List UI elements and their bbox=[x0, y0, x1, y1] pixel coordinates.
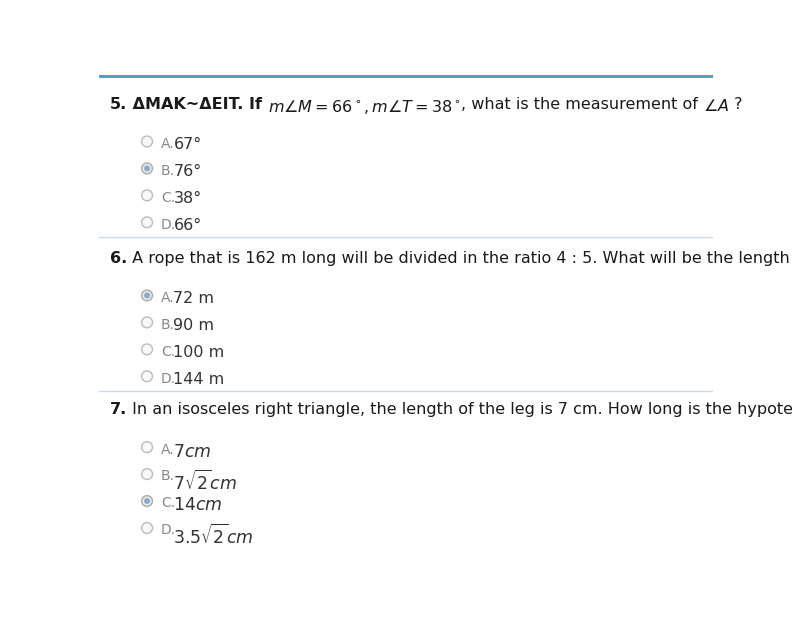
Circle shape bbox=[142, 442, 153, 453]
Text: ?: ? bbox=[729, 97, 743, 112]
Circle shape bbox=[142, 496, 153, 507]
Text: 6.: 6. bbox=[110, 251, 127, 266]
Circle shape bbox=[142, 190, 153, 201]
Text: D.: D. bbox=[161, 218, 176, 232]
Text: $3.5\sqrt{2}\mathit{cm}$: $3.5\sqrt{2}\mathit{cm}$ bbox=[173, 524, 254, 547]
Text: 7.: 7. bbox=[110, 403, 127, 418]
Circle shape bbox=[142, 163, 153, 174]
Circle shape bbox=[142, 290, 153, 301]
Text: D.: D. bbox=[161, 372, 176, 386]
Text: 90 m: 90 m bbox=[173, 318, 215, 333]
Text: A rope that is 162 m long will be divided in the ratio 4 : 5. What will be the l: A rope that is 162 m long will be divide… bbox=[127, 251, 792, 266]
Circle shape bbox=[144, 293, 150, 298]
Text: , what is the measurement of: , what is the measurement of bbox=[461, 97, 703, 112]
Circle shape bbox=[142, 344, 153, 355]
Text: 5.: 5. bbox=[110, 97, 127, 112]
Text: D.: D. bbox=[161, 524, 176, 537]
Text: $7\mathit{cm}$: $7\mathit{cm}$ bbox=[173, 443, 211, 460]
Text: $m\angle M = 66^\circ, m\angle T = 38^\circ$: $m\angle M = 66^\circ, m\angle T = 38^\c… bbox=[268, 98, 461, 115]
Text: 100 m: 100 m bbox=[173, 345, 225, 360]
Text: B.: B. bbox=[161, 318, 175, 332]
Circle shape bbox=[144, 166, 150, 171]
Text: C.: C. bbox=[161, 345, 175, 359]
Circle shape bbox=[142, 523, 153, 534]
Text: 144 m: 144 m bbox=[173, 372, 225, 387]
Text: 76°: 76° bbox=[173, 164, 202, 179]
Text: 66°: 66° bbox=[173, 218, 202, 233]
Circle shape bbox=[144, 498, 150, 504]
Text: ΔMAK~ΔEIT. If: ΔMAK~ΔEIT. If bbox=[127, 97, 268, 112]
Text: B.: B. bbox=[161, 470, 175, 483]
Text: 38°: 38° bbox=[173, 191, 202, 206]
Text: C.: C. bbox=[161, 497, 175, 510]
Text: A.: A. bbox=[161, 443, 174, 456]
Text: C.: C. bbox=[161, 191, 175, 205]
Text: $7\sqrt{2}\mathit{cm}$: $7\sqrt{2}\mathit{cm}$ bbox=[173, 470, 238, 493]
Text: B.: B. bbox=[161, 164, 175, 178]
Text: $14\mathit{cm}$: $14\mathit{cm}$ bbox=[173, 497, 223, 514]
Text: A.: A. bbox=[161, 137, 174, 151]
Circle shape bbox=[142, 469, 153, 480]
Bar bbox=[99, 75, 713, 78]
Circle shape bbox=[142, 317, 153, 328]
Text: 72 m: 72 m bbox=[173, 291, 215, 306]
Text: In an isosceles right triangle, the length of the leg is 7 cm. How long is the h: In an isosceles right triangle, the leng… bbox=[127, 403, 792, 418]
Circle shape bbox=[142, 217, 153, 228]
Text: A.: A. bbox=[161, 291, 174, 305]
Circle shape bbox=[142, 371, 153, 382]
Text: $\angle A$: $\angle A$ bbox=[703, 98, 729, 113]
Circle shape bbox=[142, 136, 153, 147]
Text: 67°: 67° bbox=[173, 137, 202, 152]
